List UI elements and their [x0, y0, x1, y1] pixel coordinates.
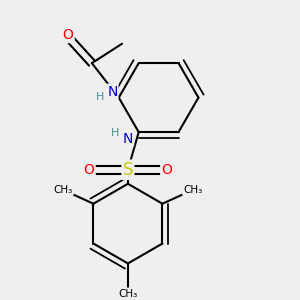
Text: H: H — [96, 92, 105, 101]
Text: N: N — [123, 132, 133, 145]
Text: CH₃: CH₃ — [54, 185, 73, 195]
Text: CH₃: CH₃ — [118, 289, 138, 298]
Text: S: S — [123, 161, 133, 179]
Text: O: O — [84, 163, 94, 177]
Text: O: O — [161, 163, 172, 177]
Text: N: N — [107, 85, 118, 99]
Text: H: H — [111, 128, 119, 138]
Text: O: O — [63, 28, 74, 42]
Text: CH₃: CH₃ — [183, 185, 202, 195]
